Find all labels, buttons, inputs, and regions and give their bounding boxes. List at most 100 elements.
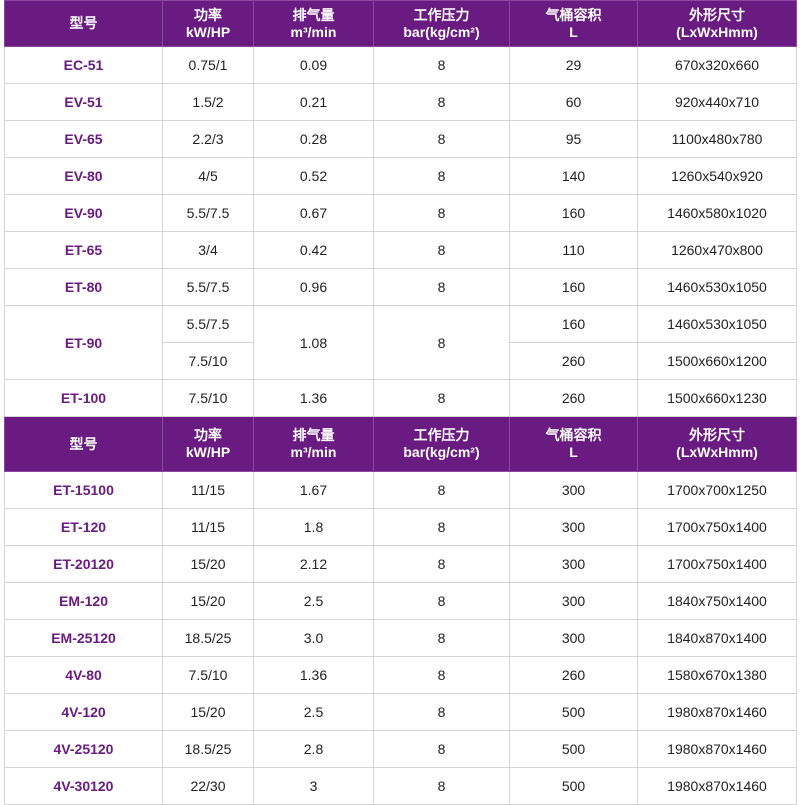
header-pressure: 工作压力 bar(kg/cm²) — [373, 416, 510, 472]
pressure-cell: 8 — [373, 268, 510, 306]
table-row: EC-51 0.75/1 0.09 8 29 670x320x660 — [4, 46, 797, 84]
table-row: ET-90 5.5/7.5 1.08 8 160 1460x530x1050 — [4, 305, 797, 380]
pressure-cell: 8 — [373, 545, 510, 583]
header-flow: 排气量 m³/min — [253, 0, 374, 47]
model-cell: ET-90 — [4, 305, 163, 380]
pressure-cell: 8 — [373, 471, 510, 509]
dims-cell: 1980x870x1460 — [637, 730, 797, 768]
power-cell: 3/4 — [162, 231, 254, 269]
header-label: 气桶容积 — [545, 427, 602, 443]
tank-cell: 110 — [509, 231, 638, 269]
flow-cell: 2.8 — [253, 730, 374, 768]
model-cell: EM-120 — [4, 582, 163, 620]
header-dims: 外形尺寸 (LxWxHmm) — [637, 416, 797, 472]
table-row: 4V-120 15/20 2.5 8 500 1980x870x1460 — [4, 693, 797, 731]
header-unit: kW/HP — [185, 444, 231, 460]
table-row: ET-120 11/15 1.8 8 300 1700x750x1400 — [4, 508, 797, 546]
table-row: 7.5/10 260 1500x660x1200 — [5, 342, 797, 380]
header-unit: (LxWxHmm) — [676, 444, 758, 460]
tank-cell: 95 — [509, 120, 638, 158]
table-row: 4V-30120 22/30 3 8 500 1980x870x1460 — [4, 767, 797, 805]
header-tank: 气桶容积 L — [509, 0, 638, 47]
header-unit: bar(kg/cm²) — [403, 23, 480, 40]
header-label: 外形尺寸 — [689, 427, 745, 443]
dims-cell: 1460x530x1050 — [637, 305, 797, 343]
table-row: EV-65 2.2/3 0.28 8 95 1100x480x780 — [4, 120, 797, 158]
power-cell: 7.5/10 — [162, 656, 254, 694]
table-row: EV-51 1.5/2 0.21 8 60 920x440x710 — [4, 83, 797, 121]
flow-cell: 1.36 — [253, 656, 374, 694]
table-row: 4V-25120 18.5/25 2.8 8 500 1980x870x1460 — [4, 730, 797, 768]
model-cell: EC-51 — [4, 46, 163, 84]
pressure-cell: 8 — [373, 305, 510, 380]
header-label: 排气量 — [292, 6, 335, 23]
flow-cell: 0.42 — [253, 231, 374, 269]
model-cell: 4V-25120 — [4, 730, 163, 768]
power-cell: 18.5/25 — [162, 730, 254, 768]
header-tank: 气桶容积 L — [509, 416, 638, 472]
pressure-cell: 8 — [373, 508, 510, 546]
power-cell: 11/15 — [162, 508, 254, 546]
power-cell: 0.75/1 — [162, 46, 254, 84]
table-row: EM-25120 18.5/25 3.0 8 300 1840x870x1400 — [4, 619, 797, 657]
flow-cell: 0.21 — [253, 83, 374, 121]
tank-cell: 260 — [509, 342, 638, 380]
pressure-cell: 8 — [373, 693, 510, 731]
tank-cell: 300 — [509, 508, 638, 546]
tank-cell: 260 — [509, 656, 638, 694]
pressure-cell: 8 — [373, 730, 510, 768]
pressure-cell: 8 — [373, 120, 510, 158]
header-unit: m³/min — [290, 444, 337, 460]
tank-cell: 260 — [509, 379, 638, 417]
table-row: ET-65 3/4 0.42 8 110 1260x470x800 — [4, 231, 797, 269]
flow-cell: 0.52 — [253, 157, 374, 195]
model-cell: 4V-80 — [4, 656, 163, 694]
flow-cell: 2.5 — [253, 582, 374, 620]
dims-cell: 1460x530x1050 — [637, 268, 797, 306]
pressure-cell: 8 — [373, 231, 510, 269]
dims-cell: 1700x700x1250 — [637, 471, 797, 509]
header-label: 型号 — [69, 435, 98, 452]
tank-cell: 300 — [509, 619, 638, 657]
model-cell: ET-20120 — [4, 545, 163, 583]
flow-cell: 3.0 — [253, 619, 374, 657]
pressure-cell: 8 — [373, 656, 510, 694]
header-label: 功率 — [194, 427, 222, 443]
header-model: 型号 — [4, 416, 163, 472]
header-label: 功率 — [194, 6, 222, 23]
header-row: 型号 功率 kW/HP 排气量 m³/min 工作压力 bar(kg/cm²) 气桶容积 L 外形… — [4, 0, 797, 47]
dims-cell: 1980x870x1460 — [637, 693, 797, 731]
table-row: EM-120 15/20 2.5 8 300 1840x750x1400 — [4, 582, 797, 620]
flow-cell: 0.67 — [253, 194, 374, 232]
flow-cell: 1.8 — [253, 508, 374, 546]
dims-cell: 1260x540x920 — [637, 157, 797, 195]
tank-cell: 300 — [509, 471, 638, 509]
power-cell: 2.2/3 — [162, 120, 254, 158]
header-unit: kW/HP — [185, 23, 231, 40]
flow-cell: 1.08 — [253, 305, 374, 380]
flow-cell: 1.36 — [253, 379, 374, 417]
tank-cell: 160 — [509, 194, 638, 232]
table-row: EV-90 5.5/7.5 0.67 8 160 1460x580x1020 — [4, 194, 797, 232]
flow-cell: 3 — [253, 767, 374, 805]
tank-cell: 29 — [509, 46, 638, 84]
model-cell: EV-90 — [4, 194, 163, 232]
power-cell: 5.5/7.5 — [162, 194, 254, 232]
header-power: 功率 kW/HP — [162, 416, 254, 472]
pressure-cell: 8 — [373, 379, 510, 417]
model-cell: ET-15100 — [4, 471, 163, 509]
tank-cell: 140 — [509, 157, 638, 195]
power-cell: 15/20 — [162, 693, 254, 731]
pressure-cell: 8 — [373, 46, 510, 84]
spec-table: 型号 功率 kW/HP 排气量 m³/min 工作压力 bar(kg/cm²) 气桶容积 L 外形… — [4, 0, 797, 805]
table-row: 4V-80 7.5/10 1.36 8 260 1580x670x1380 — [4, 656, 797, 694]
power-cell: 4/5 — [162, 157, 254, 195]
power-cell: 11/15 — [162, 471, 254, 509]
table-row: ET-15100 11/15 1.67 8 300 1700x700x1250 — [4, 471, 797, 509]
header-unit: L — [569, 444, 578, 460]
dims-cell: 1260x470x800 — [637, 231, 797, 269]
model-cell: 4V-120 — [4, 693, 163, 731]
dims-cell: 1500x660x1230 — [637, 379, 797, 417]
model-cell: EV-65 — [4, 120, 163, 158]
model-cell: ET-120 — [4, 508, 163, 546]
